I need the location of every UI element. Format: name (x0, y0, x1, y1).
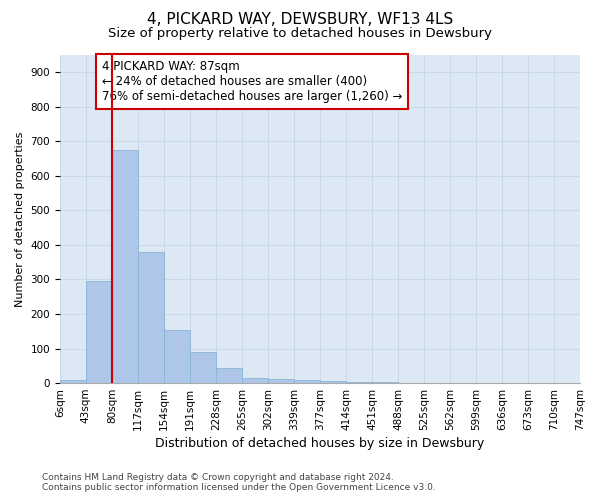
Bar (216, 368, 242, 383)
Bar (164, 330, 190, 383)
Text: Contains HM Land Registry data © Crown copyright and database right 2024.
Contai: Contains HM Land Registry data © Crown c… (42, 473, 436, 492)
Bar (86, 281, 112, 383)
Bar (294, 380, 320, 383)
X-axis label: Distribution of detached houses by size in Dewsbury: Distribution of detached houses by size … (155, 437, 485, 450)
Bar (372, 382, 398, 383)
Text: Size of property relative to detached houses in Dewsbury: Size of property relative to detached ho… (108, 28, 492, 40)
Bar (268, 378, 294, 383)
Bar (320, 382, 346, 383)
Bar (242, 378, 268, 383)
Bar (138, 252, 164, 383)
Text: 4 PICKARD WAY: 87sqm
← 24% of detached houses are smaller (400)
76% of semi-deta: 4 PICKARD WAY: 87sqm ← 24% of detached h… (101, 60, 402, 103)
Bar (190, 352, 216, 383)
Y-axis label: Number of detached properties: Number of detached properties (15, 132, 25, 306)
Bar (112, 150, 138, 383)
Bar (60, 380, 86, 383)
Bar (346, 382, 372, 383)
Text: 4, PICKARD WAY, DEWSBURY, WF13 4LS: 4, PICKARD WAY, DEWSBURY, WF13 4LS (147, 12, 453, 28)
